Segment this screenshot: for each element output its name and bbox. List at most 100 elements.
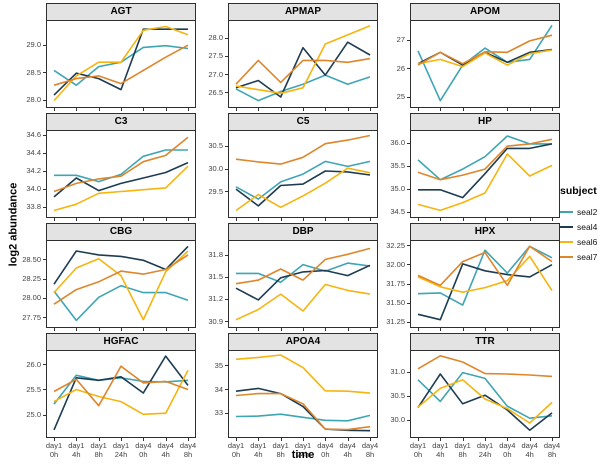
x-tick-labels: day1 0h day1 4h day1 8h day1 24h day4 0h day4 4h day… [46, 441, 196, 462]
x-tick-label-line1: day4 [499, 441, 516, 450]
y-tick-label: 26.0 [26, 359, 41, 369]
y-tick-label: 31.25 [386, 317, 405, 327]
y-tick-mark [407, 264, 410, 266]
y-tick-mark [43, 389, 46, 391]
legend-entry-label: seal7 [577, 251, 598, 262]
x-tick-mark [370, 438, 371, 441]
line-APMAP-seal6 [235, 24, 371, 95]
x-tick-label-line2: 8h [547, 449, 557, 459]
x-tick-mark [370, 218, 371, 221]
x-tick-mark [280, 108, 282, 111]
y-tick-label: 27 [396, 35, 405, 45]
line-APOA4-seal4 [235, 387, 371, 432]
line-HP-seal4 [418, 143, 553, 199]
facet-plot-APOM [417, 24, 553, 102]
line-APOM-seal7 [417, 34, 553, 66]
y-tick-label: 28.50 [22, 254, 41, 264]
x-tick-label: day1 8h [85, 441, 113, 459]
x-ticks [46, 438, 196, 441]
facet-grid: 28.0 28.5 29.0 AGT 26.5 27.0 27.5 28.0 APMAP 25 26… [14, 3, 560, 464]
x-tick-mark [325, 218, 327, 221]
x-tick-mark [54, 328, 55, 331]
line-DBP-seal4 [235, 264, 371, 301]
y-tick-mark [43, 297, 46, 299]
legend-key-line-seal2 [560, 210, 573, 213]
facet-panelwrap: C3 [46, 113, 196, 221]
y-axis-APOA4: 33 34 35 [196, 333, 228, 462]
line-C5-seal2 [235, 160, 371, 200]
y-tick-label: 32.00 [386, 259, 405, 269]
line-CBG-seal2 [53, 284, 189, 322]
y-tick-mark [407, 371, 410, 373]
facet-C5: 29.5 30.0 30.5 C5 [196, 113, 378, 221]
x-tick-label-line2: 0h [413, 449, 423, 459]
x-tick-label-line2: 8h [183, 449, 193, 459]
facet-title-APMAP: APMAP [228, 3, 378, 20]
x-tick-label: day4 4h [152, 441, 180, 459]
y-tick-mark [225, 321, 228, 323]
facet-panelwrap: TTR day1 0h day1 4h day1 8h day1 24h day4 0h day4 4h… [410, 333, 560, 462]
y-tick-label: 28.25 [22, 274, 41, 284]
facet-plot-C5 [235, 134, 371, 212]
x-tick-label-line1: day1 [250, 441, 267, 450]
x-tick-mark [76, 328, 78, 331]
facet-panel-HGFAC [46, 350, 196, 438]
x-tick-label-line2: 4h [161, 449, 170, 459]
x-tick-label-line2: 24h [114, 449, 128, 459]
y-tick-label: 34.0 [26, 184, 41, 194]
line-TTR-seal2 [417, 371, 553, 419]
y-tick-mark [225, 298, 228, 300]
x-tick-mark [485, 108, 486, 111]
y-axis-AGT: 28.0 28.5 29.0 [14, 3, 46, 111]
facet-panel-TTR [410, 350, 560, 438]
facet-DBP: 30.9 31.2 31.5 31.8 DBP [196, 223, 378, 331]
x-tick-label: day1 24h [471, 441, 499, 459]
legend: subject seal2 seal4 seal6 seal7 [560, 185, 601, 264]
y-tick-label: 29.0 [26, 40, 41, 50]
facet-title-APOA4: APOA4 [228, 333, 378, 350]
x-tick-mark [303, 438, 304, 441]
y-tick-label: 30.0 [390, 415, 405, 425]
y-tick-mark [43, 72, 46, 74]
facet-CBG: 27.75 28.00 28.25 28.50 CBG [14, 223, 196, 331]
x-tick-mark [98, 218, 100, 221]
y-tick-label: 25 [396, 92, 405, 102]
facet-plot-APOA4 [235, 354, 371, 432]
line-AGT-seal6 [53, 25, 189, 102]
facet-plot-DBP [235, 247, 371, 321]
x-tick-label-line2: 0h [321, 449, 330, 459]
x-axis-title: time [291, 449, 315, 461]
facet-panel-C3 [46, 130, 196, 218]
x-tick-label: day4 0h [311, 441, 339, 459]
y-tick-mark [225, 168, 228, 170]
y-tick-mark [225, 365, 228, 367]
x-tick-mark [552, 218, 553, 221]
x-tick-label-line1: day4 [157, 441, 174, 450]
x-tick-mark [440, 218, 442, 221]
y-tick-label: 34.4 [26, 148, 41, 158]
y-tick-label: 34.2 [26, 166, 41, 176]
x-tick-label-line1: day1 [294, 441, 312, 450]
x-tick-mark [188, 328, 189, 331]
x-tick-label-line1: day1 [476, 441, 494, 450]
y-tick-label: 36.0 [390, 138, 405, 148]
facet-HP: 34.5 35.0 35.5 36.0 HP [378, 113, 560, 221]
x-tick-mark [280, 218, 282, 221]
x-tick-mark [258, 328, 260, 331]
legend-key-line-seal7 [560, 255, 573, 258]
y-tick-label: 28.0 [26, 95, 41, 105]
y-tick-label: 27.75 [22, 312, 41, 322]
y-tick-mark [43, 317, 46, 319]
x-tick-label: day1 0h [222, 441, 250, 459]
x-tick-mark [507, 438, 509, 441]
line-APOM-seal2 [417, 24, 553, 102]
x-tick-mark [165, 108, 167, 111]
x-tick-mark [418, 108, 419, 111]
facet-panel-HP [410, 130, 560, 218]
facet-APOM: 25 26 27 APOM [378, 3, 560, 111]
x-tick-mark [529, 218, 531, 221]
x-tick-mark [303, 108, 304, 111]
x-tick-label-line2: 0h [231, 449, 241, 459]
y-tick-mark [43, 99, 46, 101]
